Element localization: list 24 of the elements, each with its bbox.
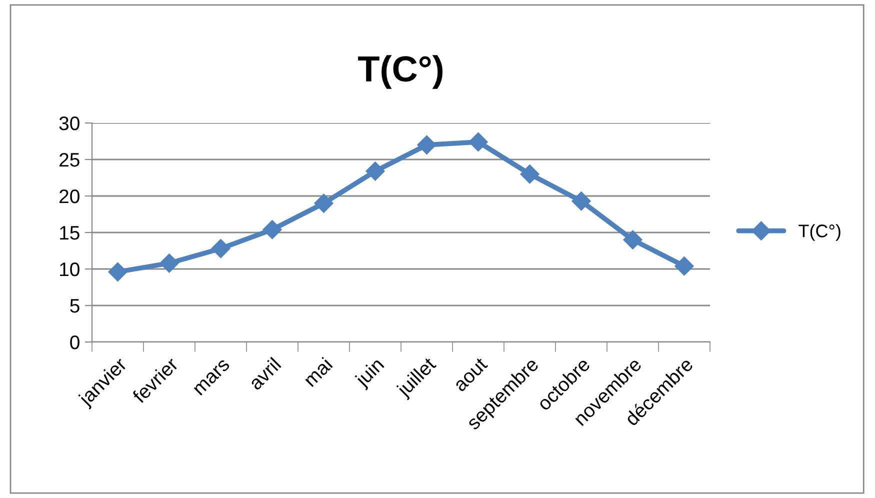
point	[160, 254, 179, 273]
y-tick-label: 15	[60, 226, 80, 240]
point	[468, 132, 488, 152]
y-tick-label: 25	[60, 152, 80, 167]
point	[211, 239, 230, 258]
y-tick-label: 10	[60, 262, 80, 276]
y-tick-label: 20	[60, 189, 80, 204]
x-tick-label: juin	[354, 356, 388, 390]
point	[572, 192, 591, 211]
chart-title: T(C°)	[358, 55, 443, 89]
point	[262, 220, 282, 240]
x-tick-label: mai	[302, 356, 333, 388]
point	[314, 194, 334, 213]
y-tick-label: 5	[70, 299, 80, 313]
point	[366, 162, 385, 181]
point	[417, 135, 436, 154]
point	[623, 230, 642, 250]
legend-label: T(C°)	[798, 224, 840, 241]
point	[520, 164, 540, 184]
y-tick-label: 30	[59, 116, 80, 130]
x-tick-label: avril	[248, 356, 282, 391]
point	[674, 256, 694, 276]
point	[108, 262, 128, 282]
y-tick-label: 0	[70, 335, 80, 350]
